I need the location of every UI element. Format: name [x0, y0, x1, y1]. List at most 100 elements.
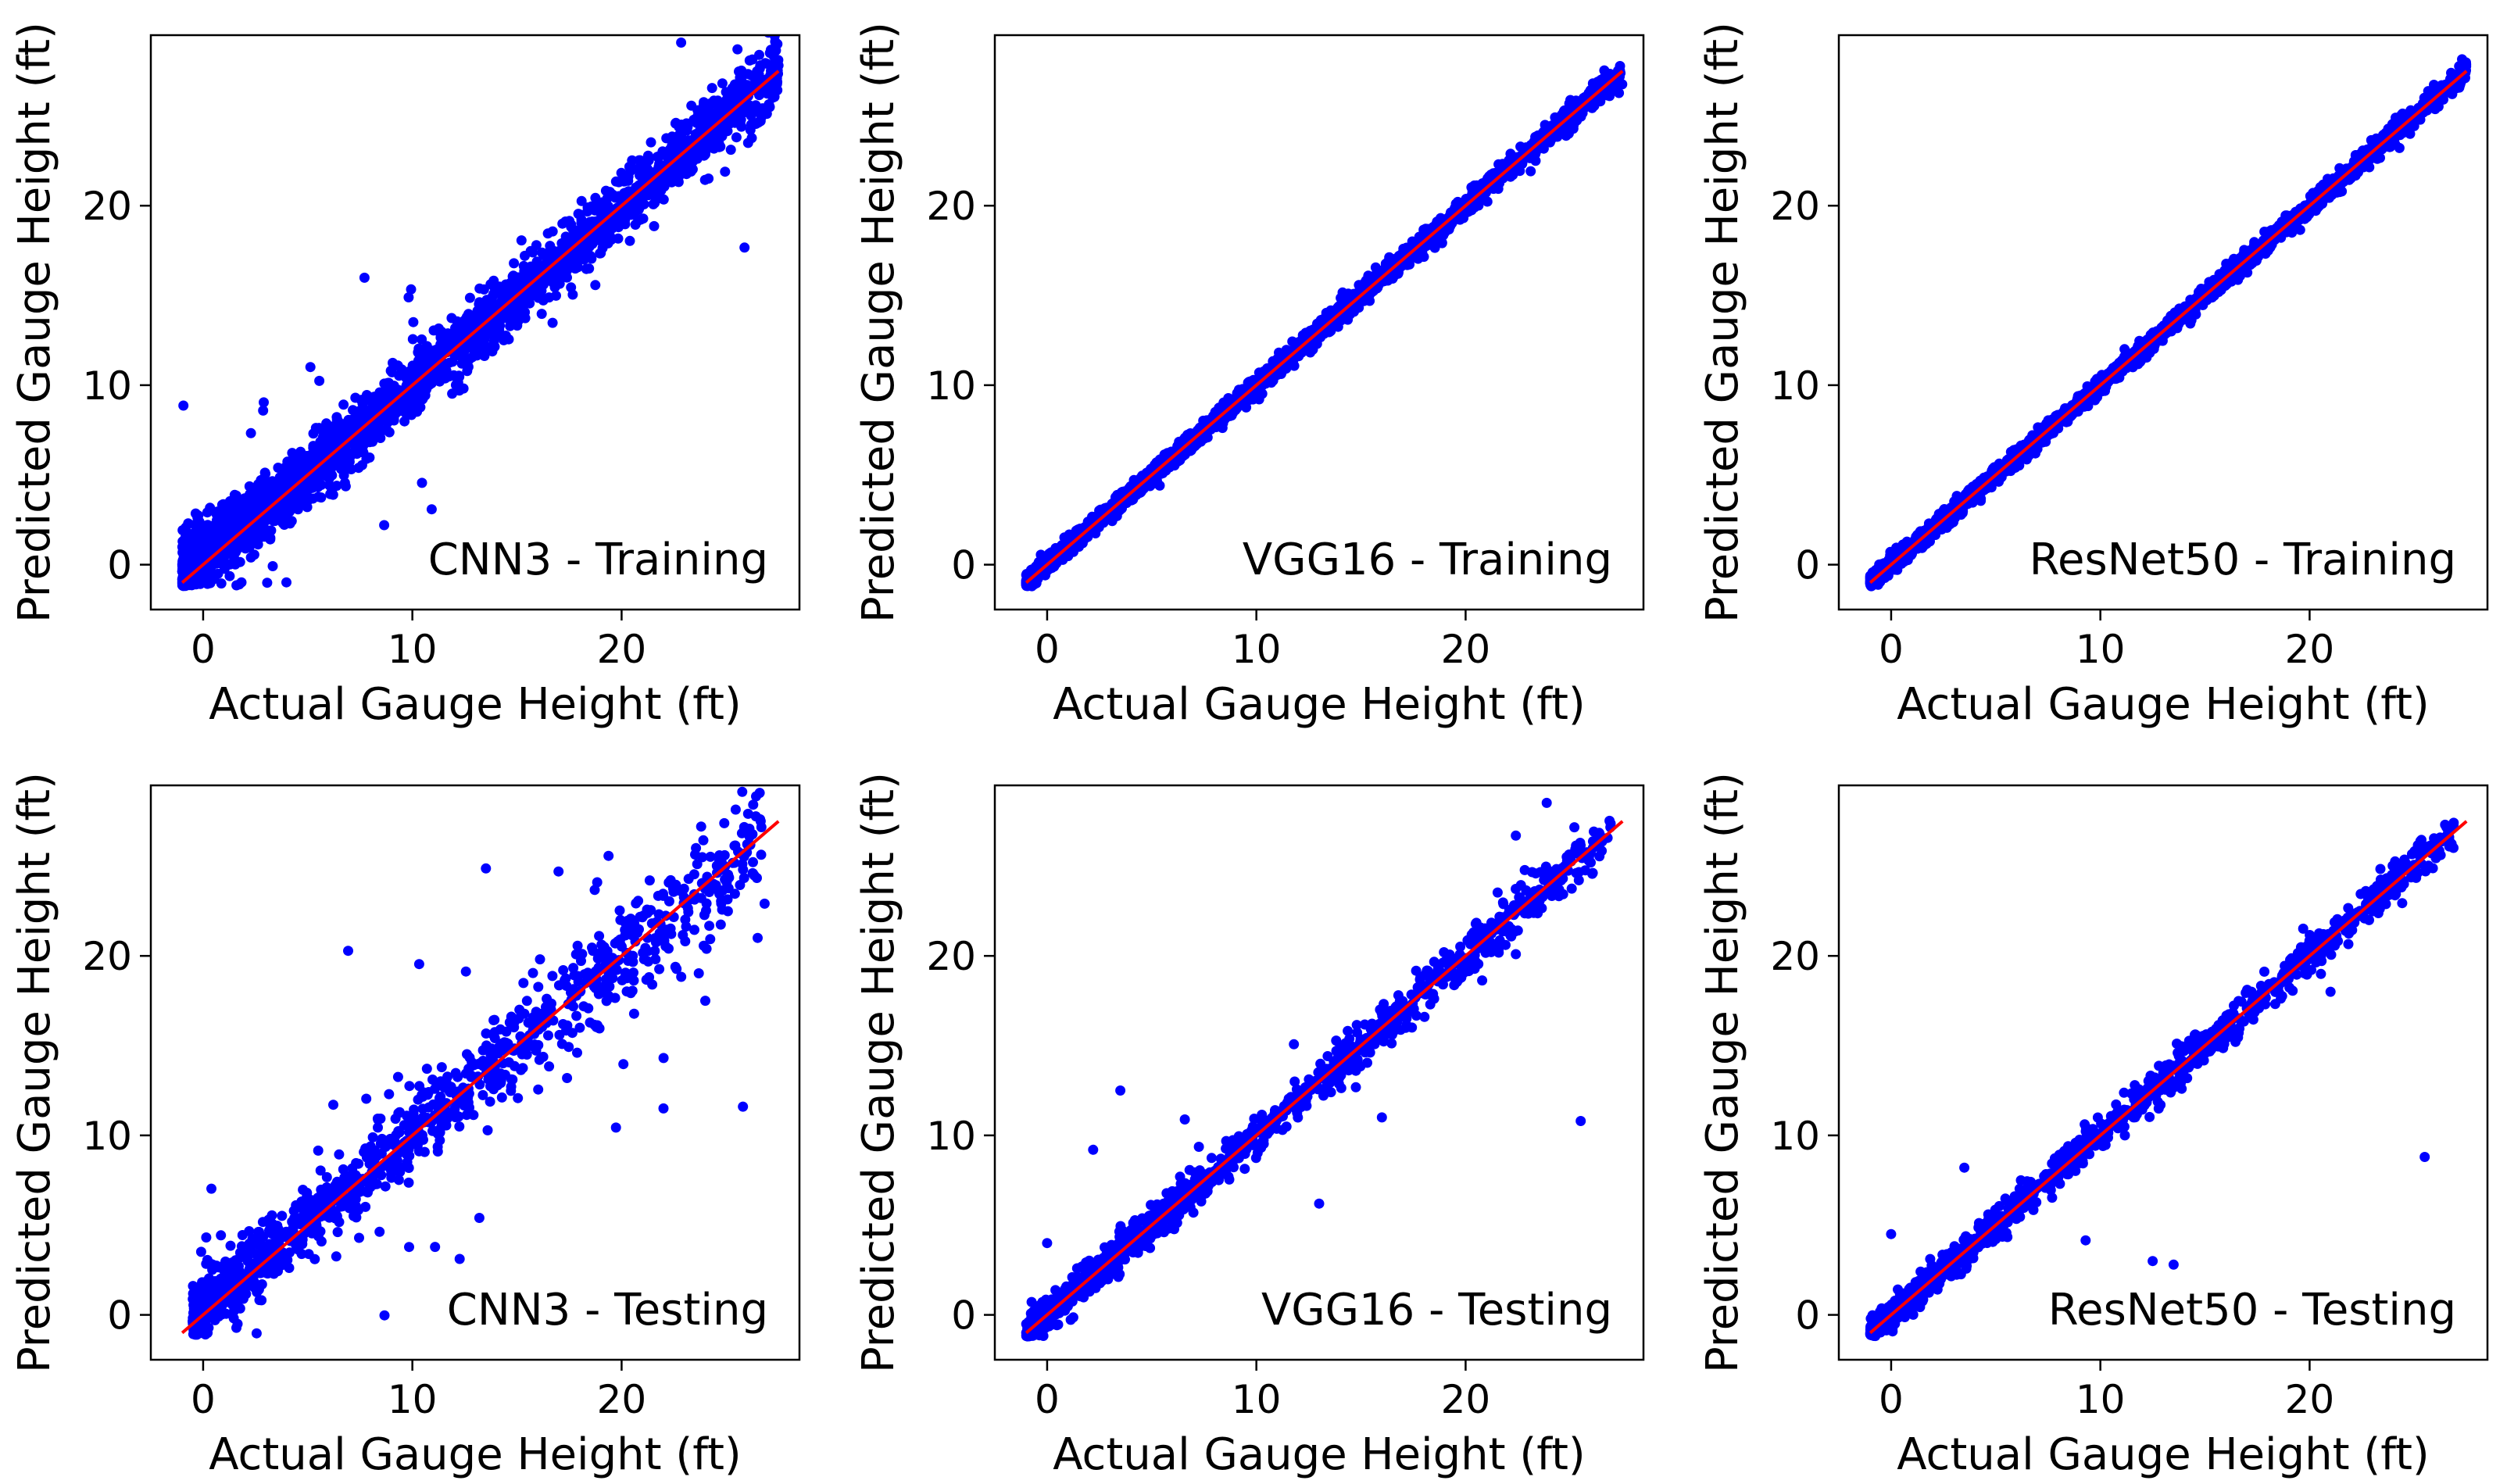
- scatter-point: [257, 480, 268, 491]
- scatter-point: [435, 329, 446, 340]
- scatter-point: [413, 359, 423, 370]
- scatter-point: [260, 468, 271, 479]
- scatter-point: [194, 520, 204, 531]
- scatter-point: [340, 428, 350, 438]
- scatter-point: [772, 84, 783, 95]
- scatter-point: [714, 130, 725, 141]
- y-tick-label: 20: [82, 184, 132, 229]
- scatter-point: [233, 522, 244, 533]
- scatter-point: [1321, 307, 1332, 318]
- scatter-point: [654, 161, 665, 172]
- scatter-point: [417, 393, 428, 404]
- scatter-point: [408, 316, 419, 327]
- scatter-point: [324, 443, 334, 454]
- scatter-point: [549, 282, 560, 293]
- scatter-point: [605, 187, 615, 198]
- scatter-point: [281, 577, 291, 588]
- scatter-point: [262, 578, 273, 588]
- scatter-point: [184, 543, 195, 554]
- scatter-point: [627, 155, 638, 166]
- scatter-point: [284, 457, 295, 468]
- scatter-point: [637, 197, 648, 208]
- scatter-point: [273, 463, 284, 473]
- scatter-point: [506, 285, 517, 296]
- scatter-point: [678, 19, 688, 29]
- scatter-point: [338, 470, 349, 481]
- scatter-point: [503, 334, 514, 345]
- scatter-point: [731, 132, 742, 143]
- scatter-point: [213, 568, 224, 579]
- scatter-point: [676, 38, 687, 48]
- scatter-point: [267, 510, 277, 520]
- x-tick-label: 0: [191, 627, 216, 672]
- scatter-point: [471, 308, 482, 319]
- scatter-point: [472, 341, 483, 352]
- scatter-point: [536, 279, 546, 290]
- scatter-point: [298, 462, 309, 473]
- scatter-point: [512, 307, 523, 318]
- scatter-point: [492, 331, 502, 341]
- scatter-point: [392, 406, 402, 417]
- scatter-point: [339, 477, 350, 488]
- scatter-point: [613, 233, 624, 244]
- scatter-point: [520, 313, 531, 324]
- scatter-point: [296, 451, 307, 462]
- scatter-point: [1525, 166, 1536, 177]
- scatter-point: [518, 260, 529, 271]
- x-tick-label: 10: [388, 627, 438, 672]
- scatter-point: [352, 443, 363, 454]
- scatter-point: [364, 452, 375, 463]
- scatter-point: [362, 434, 373, 445]
- scatter-point: [1482, 196, 1493, 207]
- scatter-point: [408, 402, 419, 413]
- x-tick-label: 20: [597, 627, 647, 672]
- scatter-point: [649, 220, 660, 231]
- scatter-point: [325, 488, 336, 499]
- scatter-point: [1218, 397, 1229, 408]
- scatter-point: [267, 476, 277, 487]
- scatter-point: [761, 58, 772, 69]
- scatter-point: [198, 552, 209, 563]
- scatter-point: [379, 520, 390, 531]
- scatter-point: [446, 313, 457, 324]
- scatter-point: [463, 362, 474, 372]
- scatter-point: [266, 525, 277, 536]
- scatter-point: [670, 118, 681, 129]
- scatter-point: [502, 309, 513, 320]
- scatter-point: [394, 370, 405, 381]
- scatter-point: [236, 577, 247, 588]
- scatter-point: [186, 535, 197, 545]
- scatter-point: [627, 202, 638, 213]
- scatter-point: [682, 155, 693, 166]
- scatter-point: [202, 507, 213, 518]
- scatter-point: [181, 522, 191, 533]
- scatter-point: [413, 343, 424, 354]
- scatter-point: [624, 235, 635, 246]
- scatter-point: [231, 540, 242, 551]
- scatter-point: [570, 258, 581, 269]
- scatter-point: [545, 247, 556, 258]
- scatter-point: [720, 166, 731, 177]
- scatter-point: [603, 238, 613, 249]
- scatter-point: [584, 263, 595, 274]
- scatter-point: [739, 242, 750, 253]
- scatter-point: [657, 146, 668, 157]
- scatter-point: [449, 370, 459, 381]
- scatter-point: [717, 78, 728, 89]
- scatter-point: [646, 137, 656, 148]
- scatter-point: [345, 464, 356, 474]
- scatter-point: [772, 38, 783, 49]
- scatter-point: [557, 218, 568, 229]
- plot-frame: [149, 34, 801, 611]
- scatter-point: [431, 347, 442, 358]
- scatter-point: [245, 427, 256, 438]
- scatter-point: [516, 235, 527, 246]
- scatter-point: [327, 470, 338, 481]
- scatter-point: [764, 102, 775, 113]
- scatter-point: [372, 420, 382, 431]
- scatter-point: [1538, 143, 1549, 154]
- scatter-point: [538, 295, 549, 306]
